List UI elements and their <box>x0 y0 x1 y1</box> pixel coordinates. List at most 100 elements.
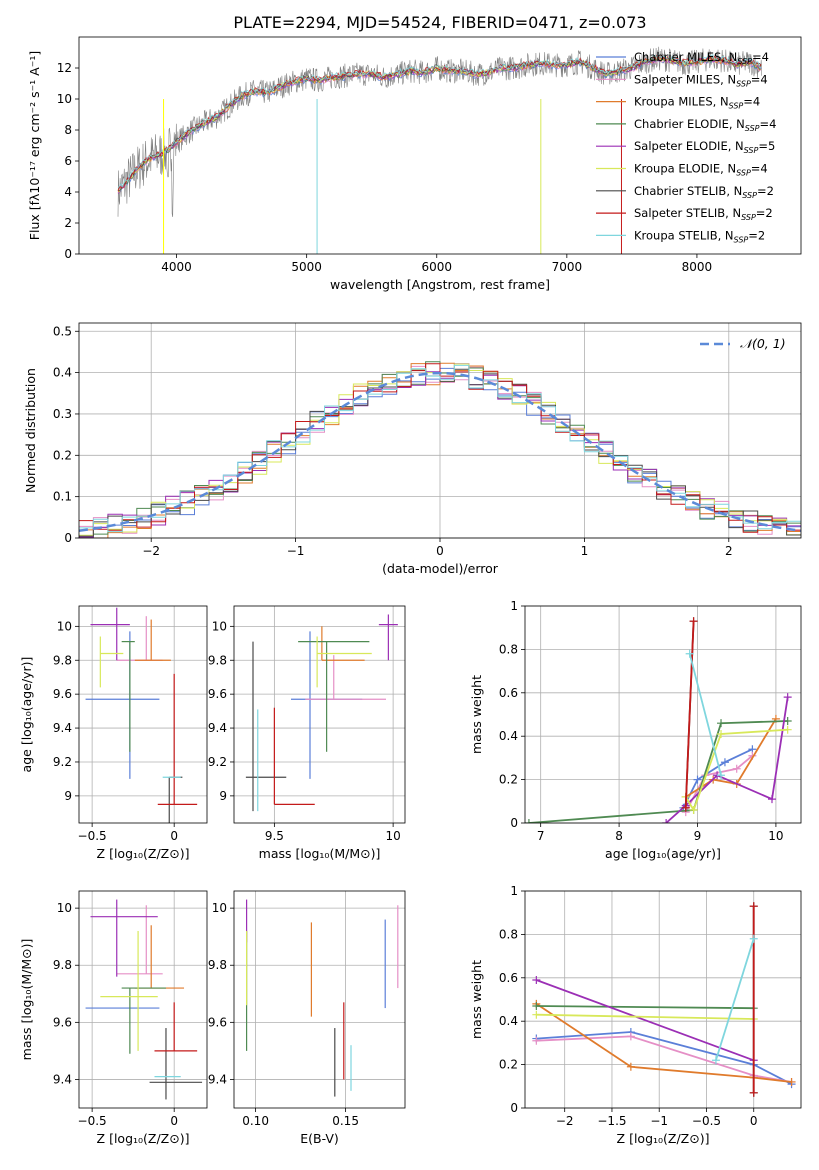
age-weight-marker <box>689 617 698 626</box>
axes-frame <box>233 890 406 1109</box>
age-weight-marker <box>689 805 698 814</box>
z-weight-line-3 <box>536 1005 754 1010</box>
z-weight-marker <box>532 1036 541 1045</box>
y-axis-label: age [log₁₀(age/yr)] <box>19 657 34 773</box>
x-tick-label: 9.5 <box>265 829 284 843</box>
y-tick-label: 9 <box>64 789 72 803</box>
y-tick-label: 9.6 <box>53 687 72 701</box>
axes-6: 0.10 0.15 9.4 9.6 9.8 10 E(B-V) <box>208 890 406 1146</box>
z-weight-marker <box>626 1062 635 1071</box>
x-tick-label: −1 <box>287 544 305 558</box>
y-tick-label: 4 <box>64 185 72 199</box>
z-weight-line-1 <box>536 1035 792 1083</box>
x-tick-label: −0.5 <box>78 1114 107 1128</box>
x-tick-label: 8000 <box>682 260 713 274</box>
axes-4: 7 8 9 10 0 0.2 0.4 0.6 0.8 1 age [log₁₀(age/yr)] ma… <box>469 599 802 861</box>
plot-area <box>245 614 398 812</box>
x-tick-label: 10 <box>768 829 783 843</box>
age-weight-marker <box>717 719 726 728</box>
x-tick-label: −2 <box>142 544 160 558</box>
x-tick-label: 0.10 <box>242 1114 269 1128</box>
y-tick-label: 9.6 <box>53 1015 72 1029</box>
age-weight-marker <box>525 819 533 823</box>
age-weight-marker <box>783 693 792 702</box>
x-tick-label: −0.5 <box>78 829 107 843</box>
age-weight-line-2 <box>685 718 777 798</box>
x-tick-label: 4000 <box>161 260 192 274</box>
y-tick-label: 0.3 <box>53 407 72 421</box>
x-tick-label: 0.15 <box>332 1114 359 1128</box>
x-axis-label: (data-model)/error <box>382 561 499 576</box>
y-tick-label: 9.8 <box>208 958 227 972</box>
y-tick-label: 1 <box>510 599 518 613</box>
legend-label-7: Salpeter STELIB, NSSP=2 <box>634 206 773 222</box>
y-tick-label: 9.4 <box>208 1072 227 1086</box>
y-tick-label: 0.5 <box>53 324 72 338</box>
age-weight-marker <box>717 730 726 739</box>
age-weight-line-8 <box>688 653 722 776</box>
age-weight-marker <box>720 758 729 767</box>
z-weight-marker <box>749 902 758 911</box>
z-weight-marker <box>532 1010 541 1019</box>
age-weight-marker <box>783 725 792 734</box>
z-weight-marker <box>711 1056 720 1065</box>
data-spectrum <box>117 46 762 217</box>
y-tick-label: 0.6 <box>499 686 518 700</box>
age-weight-marker <box>693 775 702 784</box>
y-tick-label: 10 <box>57 92 72 106</box>
y-tick-label: 9.4 <box>208 721 227 735</box>
axes-1: −2 −1 0 1 2 0 0.1 0.2 0.3 0.4 0.5 (data-model)/erro… <box>23 322 802 576</box>
z-weight-marker <box>749 1088 758 1097</box>
y-tick-label: 0.2 <box>499 1058 518 1072</box>
plot-area <box>246 899 399 1097</box>
y-axis-label: mass weight <box>469 960 484 1039</box>
x-tick-label: 8 <box>615 829 623 843</box>
axes-3: 9.5 10 9 9.2 9.4 9.6 9.8 10 mass [log₁₀(M/M⊙)] <box>208 605 406 861</box>
y-tick-label: 9.8 <box>53 958 72 972</box>
x-tick-label: 9 <box>694 829 702 843</box>
x-tick-label: −1 <box>650 1114 668 1128</box>
z-weight-line-2 <box>535 1003 792 1083</box>
axes-frame <box>78 605 208 824</box>
y-tick-label: 9 <box>219 789 227 803</box>
y-tick-label: 10 <box>212 619 227 633</box>
age-weight-line-3 <box>528 720 788 823</box>
y-tick-label: 0 <box>64 247 72 261</box>
axes-0: 4000 5000 6000 7000 8000 0 2 4 6 8 10 12 wavelength … <box>27 36 802 292</box>
age-weight-marker <box>717 771 726 780</box>
x-tick-label: 5000 <box>291 260 322 274</box>
y-tick-label: 0.1 <box>53 490 72 504</box>
y-tick-label: 9.4 <box>53 1072 72 1086</box>
x-tick-label: 10 <box>385 829 400 843</box>
x-axis-label: age [log₁₀(age/yr)] <box>605 846 721 861</box>
y-tick-label: 9.4 <box>53 721 72 735</box>
residual-histogram-8 <box>79 364 801 533</box>
x-tick-label: 7000 <box>552 260 583 274</box>
y-tick-label: 8 <box>64 123 72 137</box>
x-axis-label: Z [log₁₀(Z/Z⊙)] <box>617 1131 710 1146</box>
axes-frame <box>78 36 802 255</box>
y-tick-label: 9.2 <box>208 755 227 769</box>
figure-title: PLATE=2294, MJD=54524, FIBERID=0471, z=0… <box>233 13 646 32</box>
z-weight-marker <box>749 934 758 943</box>
x-tick-label: 0 <box>170 829 178 843</box>
y-tick-label: 0.8 <box>499 927 518 941</box>
y-tick-label: 9.2 <box>53 755 72 769</box>
x-tick-label: 1 <box>581 544 589 558</box>
x-tick-label: 2 <box>725 544 733 558</box>
legend-label-5: Kroupa ELODIE, NSSP=4 <box>634 162 768 178</box>
y-tick-label: 9.8 <box>53 653 72 667</box>
y-tick-label: 1 <box>510 884 518 898</box>
z-weight-line-5 <box>536 1013 754 1020</box>
y-tick-label: 0 <box>64 531 72 545</box>
y-tick-label: 0.4 <box>499 1014 518 1028</box>
x-axis-label: Z [log₁₀(Z/Z⊙)] <box>97 846 190 861</box>
x-axis-label: mass [log₁₀(M/M⊙)] <box>259 846 381 861</box>
plot-area <box>79 361 801 538</box>
axes-frame <box>233 605 406 824</box>
x-tick-label: −1.5 <box>597 1114 626 1128</box>
y-axis-label: mass weight <box>469 675 484 754</box>
y-tick-label: 10 <box>57 901 72 915</box>
legend-label-3: Chabrier ELODIE, NSSP=4 <box>634 117 776 133</box>
age-weight-marker <box>732 764 741 773</box>
